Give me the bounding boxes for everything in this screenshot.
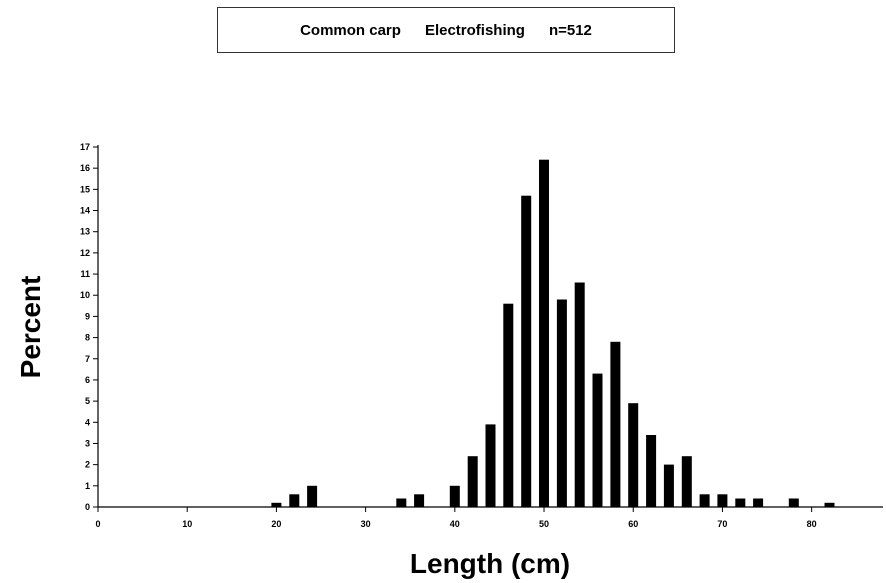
y-tick-label-8: 8 (85, 333, 90, 343)
y-tick-label-7: 7 (85, 354, 90, 364)
y-tick-label-17: 17 (80, 142, 90, 152)
bar-78 (788, 498, 799, 507)
x-tick-label-20: 20 (271, 519, 281, 529)
y-tick-label-0: 0 (85, 502, 90, 512)
y-tick-label-6: 6 (85, 375, 90, 385)
bar-72 (735, 498, 746, 507)
y-tick-label-15: 15 (80, 184, 90, 194)
y-tick-label-1: 1 (85, 481, 90, 491)
bar-82 (824, 502, 835, 507)
bar-50 (539, 159, 549, 507)
x-tick-label-10: 10 (182, 519, 192, 529)
y-tick-label-3: 3 (85, 438, 90, 448)
bar-70 (717, 494, 728, 507)
bar-44 (485, 424, 496, 507)
chart-title-box: Common carp Electrofishing n=512 (217, 7, 675, 53)
bar-36 (414, 494, 425, 507)
title-species: Common carp (300, 21, 401, 39)
bar-60 (628, 403, 639, 507)
y-tick-label-12: 12 (80, 248, 90, 258)
y-tick-label-14: 14 (80, 206, 90, 216)
bar-52 (556, 299, 567, 507)
bar-42 (467, 456, 478, 507)
x-tick-label-50: 50 (539, 519, 549, 529)
y-tick-label-9: 9 (85, 311, 90, 321)
bar-24 (307, 485, 318, 507)
x-tick-label-0: 0 (95, 519, 100, 529)
title-method: Electrofishing (424, 21, 525, 39)
x-tick-label-70: 70 (717, 519, 727, 529)
bars-group (271, 159, 835, 507)
bar-62 (646, 435, 657, 507)
y-tick-label-13: 13 (80, 227, 90, 237)
bar-74 (753, 498, 764, 507)
x-tick-label-80: 80 (807, 519, 817, 529)
bar-56 (592, 373, 603, 507)
x-axis-title: Length (cm) (410, 548, 570, 579)
bar-40 (449, 485, 460, 507)
title-sample-size: n=512 (548, 21, 592, 39)
y-tick-label-11: 11 (80, 269, 90, 279)
bar-20 (271, 502, 282, 507)
bar-68 (699, 494, 710, 507)
y-axis-title: Percent (15, 276, 46, 379)
bar-48 (521, 195, 532, 507)
y-tick-label-10: 10 (80, 290, 90, 300)
y-tick-label-4: 4 (85, 417, 90, 427)
x-tick-label-60: 60 (628, 519, 638, 529)
y-tick-label-5: 5 (85, 396, 90, 406)
y-tick-label-2: 2 (85, 460, 90, 470)
bar-54 (574, 282, 585, 507)
bar-64 (663, 464, 674, 507)
bar-22 (289, 494, 300, 507)
bar-46 (503, 303, 514, 507)
bar-34 (396, 498, 407, 507)
y-tick-label-16: 16 (80, 163, 90, 173)
bar-66 (681, 456, 692, 507)
x-tick-label-40: 40 (450, 519, 460, 529)
bar-58 (610, 341, 621, 507)
x-tick-label-30: 30 (361, 519, 371, 529)
